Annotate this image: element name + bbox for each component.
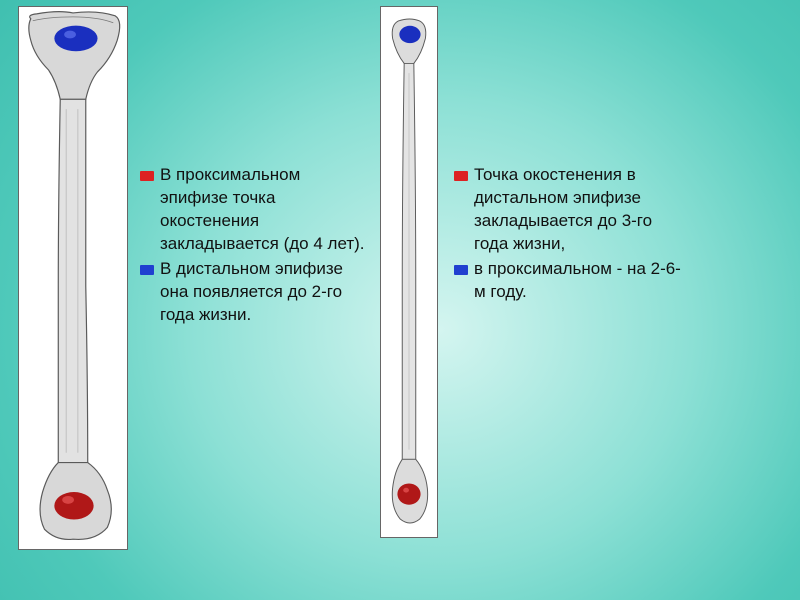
fibula-distal-marker bbox=[397, 483, 420, 504]
bullet-red-icon bbox=[454, 171, 468, 181]
fibula-para1: Точка окостенения в дистальном эпифизе з… bbox=[474, 164, 684, 256]
tibia-point-distal: В дистальном эпифизе она появляется до 2… bbox=[140, 258, 370, 327]
tibia-para1: В проксимальном эпифизе точка окостенени… bbox=[160, 164, 370, 256]
bullet-blue-icon bbox=[454, 265, 468, 275]
slide-content: В проксимальном эпифизе точка окостенени… bbox=[0, 0, 800, 600]
bone-frame-fibula bbox=[380, 6, 438, 538]
bullet-red-icon bbox=[140, 171, 154, 181]
fibula-para2: в проксимальном - на 2-6-м году. bbox=[474, 258, 684, 304]
tibia-illustration bbox=[19, 7, 127, 549]
fibula-proximal-marker bbox=[399, 26, 420, 43]
tibia-para2: В дистальном эпифизе она появляется до 2… bbox=[160, 258, 370, 327]
text-block-tibia: В проксимальном эпифизе точка окостенени… bbox=[140, 164, 370, 329]
text-block-fibula: Точка окостенения в дистальном эпифизе з… bbox=[454, 164, 684, 306]
tibia-point-proximal: В проксимальном эпифизе точка окостенени… bbox=[140, 164, 370, 256]
bone-frame-tibia bbox=[18, 6, 128, 550]
fibula-illustration bbox=[381, 7, 437, 537]
fibula-point-distal: Точка окостенения в дистальном эпифизе з… bbox=[454, 164, 684, 256]
bullet-blue-icon bbox=[140, 265, 154, 275]
tibia-distal-marker bbox=[54, 492, 93, 519]
tibia-proximal-marker bbox=[54, 26, 97, 52]
fibula-point-proximal: в проксимальном - на 2-6-м году. bbox=[454, 258, 684, 304]
